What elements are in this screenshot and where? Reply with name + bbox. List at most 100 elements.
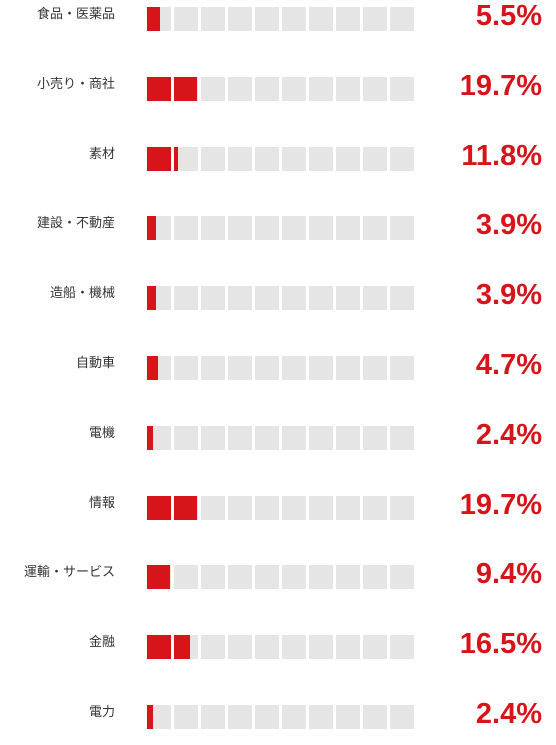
- bar-cell: [201, 425, 225, 450]
- category-label: 自動車: [75, 356, 115, 371]
- chart-row: 情報 19.7%: [0, 489, 556, 524]
- bar-cell: [309, 425, 333, 450]
- bar-cell: [228, 286, 252, 311]
- chart-row: 建設・不動産 3.9%: [0, 209, 556, 244]
- bar-cell: [336, 635, 360, 660]
- bar-cell: [174, 146, 198, 171]
- bar-cell: [174, 216, 198, 241]
- bar-cell: [228, 495, 252, 520]
- bar-cell: [390, 356, 414, 380]
- value-label: 11.8%: [461, 139, 542, 172]
- bar-cell: [390, 565, 414, 590]
- category-label: 食品・医薬品: [36, 7, 115, 22]
- bar-cell: [282, 425, 306, 450]
- bar-cell: [390, 495, 414, 520]
- bar-cell: [228, 7, 252, 31]
- bar-cell: [147, 216, 171, 241]
- bar-cell: [336, 495, 360, 520]
- bar-cell: [363, 146, 387, 171]
- bar-cell: [228, 216, 252, 241]
- bar-cell: [309, 705, 333, 729]
- bar-cell: [363, 565, 387, 590]
- bar-fill: [147, 495, 171, 520]
- bar-cell: [282, 565, 306, 590]
- bar-cell: [255, 495, 279, 520]
- bar-cell: [255, 705, 279, 729]
- bar-cell: [147, 146, 171, 171]
- bar-cell: [255, 425, 279, 450]
- chart-row: 運輸・サービス 9.4%: [0, 558, 556, 593]
- bar-cell: [336, 7, 360, 31]
- bar-cell: [147, 76, 171, 101]
- bar-cell: [255, 146, 279, 171]
- value-label: 19.7%: [459, 488, 542, 521]
- bar-cell: [201, 705, 225, 729]
- bar-cells: [147, 356, 415, 380]
- bar-cell: [255, 286, 279, 311]
- bar-cell: [255, 356, 279, 380]
- bar-cell: [201, 635, 225, 660]
- bar-cells: [147, 425, 415, 450]
- bar-fill: [147, 286, 157, 311]
- category-label: 情報: [88, 495, 115, 511]
- bar-cell: [201, 7, 225, 31]
- bar-cells: [147, 635, 415, 660]
- bar-cell: [147, 635, 171, 660]
- bar-cell: [363, 76, 387, 101]
- bar-cell: [174, 495, 198, 520]
- bar-fill: [147, 76, 171, 101]
- bar-cell: [336, 705, 360, 729]
- bar-cell: [309, 495, 333, 520]
- bar-cell: [336, 565, 360, 590]
- bar-cell: [390, 705, 414, 729]
- bar-cell: [201, 146, 225, 171]
- chart-row: 金融 16.5%: [0, 628, 556, 663]
- value-label: 3.9%: [475, 279, 542, 312]
- bar-cell: [363, 216, 387, 241]
- bar-fill: [147, 425, 153, 450]
- bar-fill: [174, 146, 179, 171]
- chart-row: 電力 2.4%: [0, 698, 556, 733]
- bar-cell: [255, 216, 279, 241]
- bar-cell: [228, 146, 252, 171]
- bar-fill: [174, 635, 190, 660]
- bar-cell: [174, 286, 198, 311]
- value-label: 5.5%: [475, 0, 542, 32]
- value-label: 2.4%: [475, 698, 542, 730]
- bar-cell: [390, 635, 414, 660]
- bar-cell: [201, 216, 225, 241]
- bar-cell: [228, 635, 252, 660]
- chart-row: 造船・機械 3.9%: [0, 279, 556, 314]
- bar-cell: [282, 146, 306, 171]
- bar-cells: [147, 7, 415, 31]
- bar-cell: [282, 635, 306, 660]
- bar-cell: [282, 495, 306, 520]
- value-label: 9.4%: [475, 558, 542, 591]
- bar-cells: [147, 146, 415, 171]
- bar-cell: [363, 286, 387, 311]
- bar-cell: [147, 7, 171, 31]
- bar-cell: [174, 705, 198, 729]
- bar-fill: [147, 356, 159, 380]
- bar-cell: [228, 425, 252, 450]
- value-label: 19.7%: [459, 69, 542, 102]
- bar-cell: [390, 7, 414, 31]
- bar-cells: [147, 705, 415, 729]
- bar-cell: [390, 216, 414, 241]
- bar-fill: [147, 146, 171, 171]
- bar-cell: [228, 356, 252, 380]
- bar-cell: [309, 286, 333, 311]
- bar-cell: [363, 425, 387, 450]
- bar-cell: [390, 286, 414, 311]
- bar-cell: [174, 7, 198, 31]
- value-label: 2.4%: [475, 418, 542, 451]
- bar-cell: [174, 425, 198, 450]
- bar-cell: [336, 146, 360, 171]
- bar-cell: [363, 705, 387, 729]
- bar-cell: [336, 356, 360, 380]
- bar-cell: [255, 76, 279, 101]
- bar-fill: [147, 565, 170, 590]
- bar-cell: [201, 356, 225, 380]
- bar-cells: [147, 216, 415, 241]
